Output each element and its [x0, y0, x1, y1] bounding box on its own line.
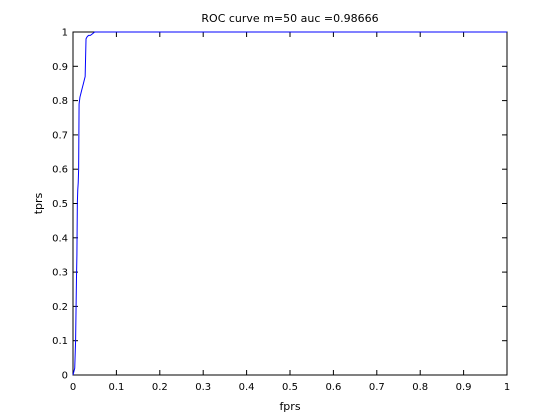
x-axis-label: fprs — [279, 400, 300, 413]
y-tick-label: 0.3 — [52, 268, 68, 279]
y-tick-label: 0 — [62, 371, 68, 382]
x-tick-label: 0.7 — [369, 382, 385, 393]
x-tick-label: 0.4 — [239, 382, 255, 393]
x-tick-label: 0.8 — [412, 382, 428, 393]
x-axis-ticks: 0 0.1 0.2 0.3 0.4 0.5 0.6 0.7 0.8 0.9 1 — [70, 32, 510, 393]
x-tick-label: 0 — [70, 382, 76, 393]
x-tick-label: 0.3 — [195, 382, 211, 393]
y-tick-label: 0.5 — [52, 199, 68, 210]
chart-title: ROC curve m=50 auc =0.98666 — [201, 12, 378, 25]
x-tick-label: 1 — [504, 382, 510, 393]
y-tick-label: 0.6 — [52, 165, 68, 176]
y-tick-label: 0.8 — [52, 96, 68, 107]
y-tick-label: 0.9 — [52, 62, 68, 73]
y-axis-label: tprs — [32, 192, 45, 214]
y-axis-ticks: 0 0.1 0.2 0.3 0.4 0.5 0.6 0.7 0.8 0.9 1 — [52, 28, 507, 382]
x-tick-label: 0.6 — [325, 382, 341, 393]
y-tick-label: 0.1 — [52, 336, 68, 347]
plot-area-frame — [72, 31, 508, 376]
y-tick-label: 0.2 — [52, 302, 68, 313]
y-tick-label: 0.7 — [52, 130, 68, 141]
series-layer — [72, 31, 507, 376]
y-tick-label: 0.4 — [52, 233, 68, 244]
x-tick-label: 0.1 — [108, 382, 124, 393]
x-tick-label: 0.5 — [282, 382, 298, 393]
y-tick-label: 1 — [62, 28, 68, 39]
roc-curve-line — [72, 31, 507, 376]
x-tick-label: 0.9 — [456, 382, 472, 393]
x-tick-label: 0.2 — [152, 382, 168, 393]
